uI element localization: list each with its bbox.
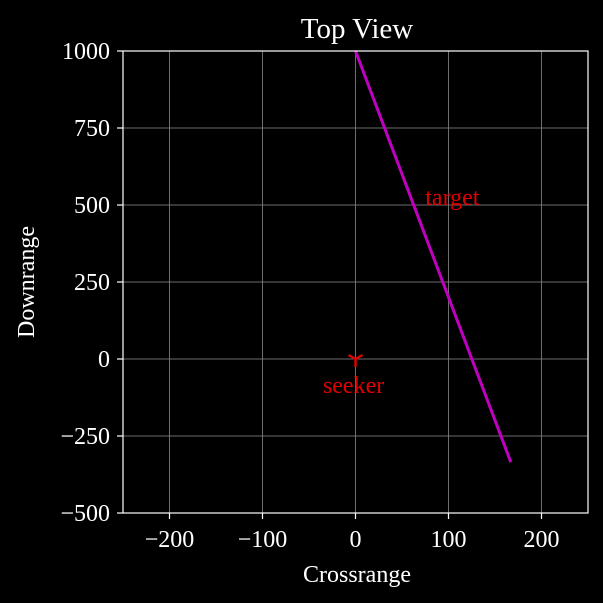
y-axis-label: Downrange [14, 226, 40, 338]
y-tick-label: −500 [60, 501, 110, 527]
annotation-target: target [425, 185, 480, 211]
y-tick-label: 250 [74, 270, 110, 296]
chart-title: Top View [301, 13, 414, 45]
y-tick-label: 0 [98, 347, 110, 373]
y-tick-label: 1000 [62, 39, 110, 65]
annotation-seeker: seeker [323, 373, 384, 399]
ticks: −200 −100 0 100 200 −500 −250 0 250 500 750 1000 [60, 39, 559, 553]
series-line-target [354, 50, 513, 463]
seeker-marker [347, 353, 364, 367]
x-tick-label: 0 [350, 527, 362, 553]
grid [123, 50, 588, 514]
marker-layer [347, 353, 364, 367]
x-tick-label: −100 [238, 527, 288, 553]
y-tick-label: −250 [60, 424, 110, 450]
seeker-marker-arm-right [354, 353, 364, 361]
x-tick-label: −200 [145, 527, 195, 553]
annotations: target seeker [323, 185, 480, 399]
y-tick-label: 500 [74, 193, 110, 219]
series-layer [354, 50, 513, 463]
x-tick-label: 100 [431, 527, 467, 553]
x-axis-label: Crossrange [303, 562, 411, 588]
y-tick-label: 750 [74, 116, 110, 142]
seeker-marker-arm-left [347, 353, 357, 361]
x-tick-label: 200 [524, 527, 560, 553]
